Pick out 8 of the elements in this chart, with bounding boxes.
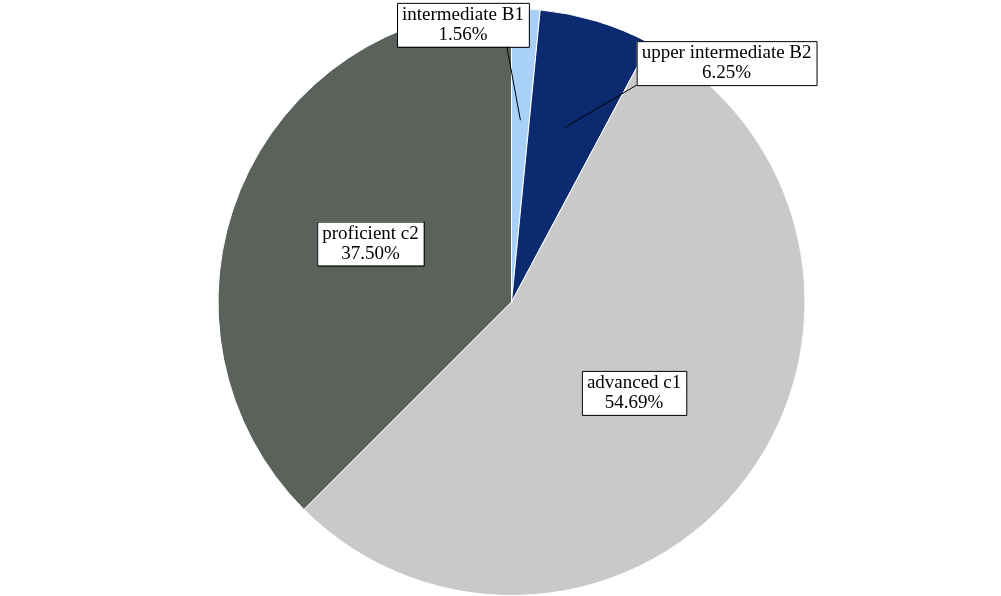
slice-label: proficient c2	[322, 221, 419, 243]
data-label: 6.25%	[702, 61, 752, 83]
data-label: 54.69%	[604, 390, 664, 412]
slice-label: intermediate B1	[401, 2, 524, 24]
data-label: 1.56%	[438, 22, 488, 44]
data-label: 37.50%	[341, 241, 400, 263]
slice-label: upper intermediate B2	[641, 41, 812, 63]
slice-label: advanced c1	[586, 370, 682, 392]
